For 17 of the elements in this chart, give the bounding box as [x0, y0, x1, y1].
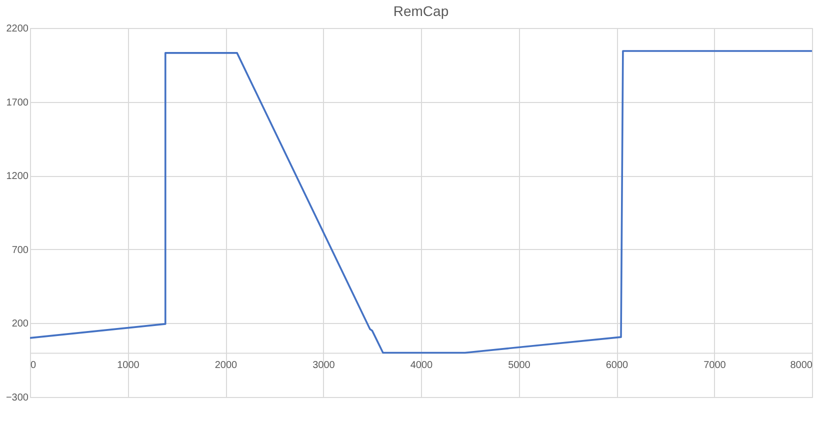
x-tick-label: 4000 [410, 360, 434, 372]
y-tick-label: −300 [6, 392, 29, 404]
x-tick-label: 0 [30, 360, 36, 372]
y-tick-label: 1200 [6, 171, 29, 182]
y-tick-label: 2200 [6, 24, 29, 34]
line-series [30, 50, 812, 354]
x-tick-label: 8000 [790, 360, 813, 372]
y-tick-label: 200 [12, 318, 29, 330]
x-tick-label: 6000 [606, 360, 629, 372]
x-tick-label: 1000 [117, 360, 140, 372]
y-tick-label: 700 [12, 244, 29, 256]
chart-title: RemCap [393, 3, 449, 19]
x-tick-label: 5000 [508, 360, 531, 372]
y-tick-label: 1700 [6, 97, 29, 108]
x-tick-label: 7000 [704, 360, 726, 372]
x-tick-label: 2000 [214, 360, 238, 372]
x-tick-label: 3000 [312, 360, 336, 372]
